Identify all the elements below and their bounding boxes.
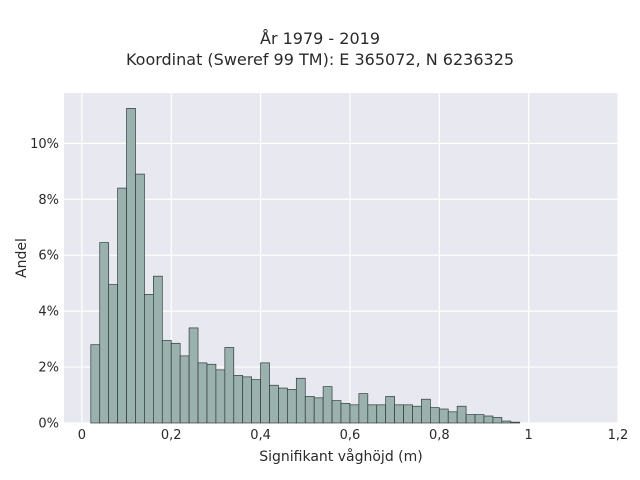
histogram-bar: [331, 400, 342, 424]
histogram-bar: [135, 173, 145, 424]
x-tick-label: 0,4: [250, 428, 271, 443]
histogram-bar: [376, 404, 387, 424]
x-tick-label: 0,8: [429, 428, 450, 443]
histogram-bar: [224, 347, 235, 424]
histogram-bar: [367, 404, 378, 424]
histogram-bar: [269, 384, 279, 424]
histogram-bar: [144, 294, 154, 424]
histogram-bar: [251, 379, 261, 424]
histogram-bar: [126, 108, 136, 424]
y-tick-label: 2%: [38, 361, 59, 376]
histogram-bar: [483, 415, 494, 424]
histogram-bar: [438, 408, 449, 424]
histogram-bar: [197, 362, 208, 424]
histogram-bar: [447, 411, 458, 424]
y-tick-label: 8%: [38, 193, 59, 208]
histogram-bar: [385, 396, 395, 424]
histogram-bar: [313, 397, 324, 424]
x-axis-label: Signifikant våghöjd (m): [259, 448, 422, 465]
histogram-bar: [108, 284, 118, 424]
y-tick-label: 4%: [38, 305, 59, 320]
y-tick-label: 6%: [38, 249, 59, 264]
histogram-bar: [233, 375, 244, 424]
histogram-bar: [340, 403, 351, 424]
chart-title: År 1979 - 2019: [260, 29, 380, 48]
bars: [90, 108, 521, 424]
x-tick-label: 1,2: [608, 428, 629, 443]
histogram-bar: [304, 396, 315, 424]
histogram-bar: [394, 404, 404, 424]
histogram-bar: [99, 242, 110, 424]
histogram-bar: [421, 398, 431, 424]
y-tick-label: 0%: [38, 417, 59, 432]
histogram-bar: [412, 405, 422, 424]
chart-subtitle: Koordinat (Sweref 99 TM): E 365072, N 62…: [125, 50, 515, 69]
histogram-bar: [287, 389, 297, 424]
x-tick-label: 1: [525, 428, 533, 443]
x-tick-label: 0,2: [161, 428, 182, 443]
histogram-bar: [260, 362, 270, 424]
histogram-bar: [465, 414, 476, 424]
histogram-bar: [358, 393, 369, 424]
y-axis-ticks: 0% 2% 4% 6% 8% 10%: [30, 137, 59, 432]
histogram-bar: [474, 414, 485, 424]
histogram-bar: [492, 417, 503, 424]
histogram-bar: [206, 363, 217, 424]
histogram-bar: [278, 387, 288, 424]
histogram-bar: [242, 376, 252, 424]
histogram-bar: [501, 420, 512, 424]
x-tick-label: 0,6: [340, 428, 361, 443]
histogram-bar: [322, 386, 333, 424]
histogram-bar: [403, 404, 413, 424]
histogram-bar: [349, 404, 360, 424]
histogram-bar: [456, 405, 467, 424]
histogram-bar: [295, 377, 306, 424]
histogram-bar: [215, 369, 226, 424]
x-axis-ticks: 0 0,2 0,4 0,6 0,8 1 1,2: [78, 428, 629, 443]
histogram-bar: [510, 421, 521, 424]
histogram-bar: [153, 275, 163, 424]
histogram-bar: [161, 340, 172, 424]
histogram-bar: [179, 355, 190, 424]
histogram-bar: [117, 187, 127, 424]
y-tick-label: 10%: [30, 137, 59, 152]
histogram-bar: [170, 342, 181, 424]
y-axis-label: Andel: [14, 238, 30, 278]
histogram-bar: [188, 327, 199, 424]
x-tick-label: 0: [78, 428, 86, 443]
histogram-bar: [90, 344, 101, 424]
histogram-bar: [430, 407, 440, 424]
